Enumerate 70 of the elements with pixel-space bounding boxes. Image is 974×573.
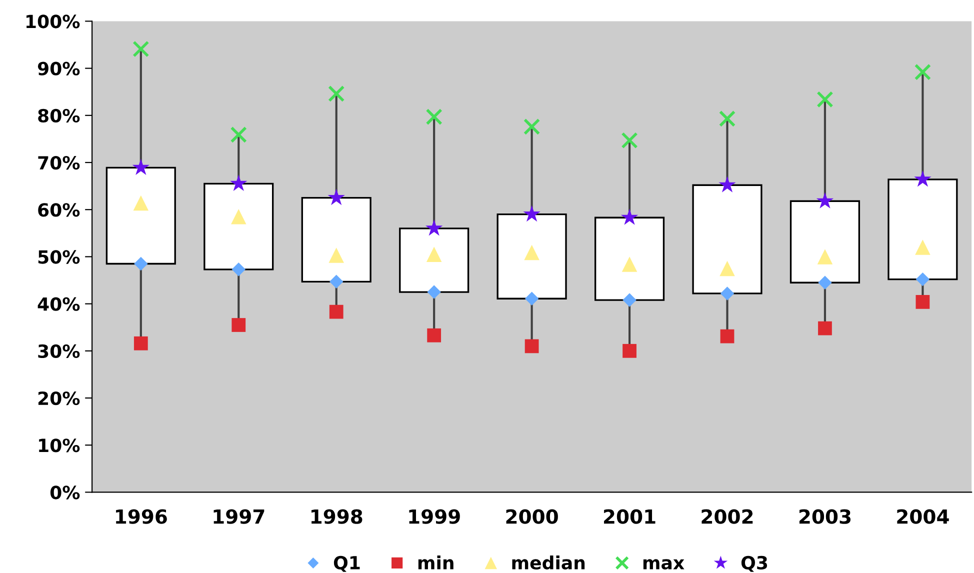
legend-label: Q3 — [741, 556, 768, 572]
point — [329, 304, 344, 319]
y-tick-label: 10% — [39, 438, 80, 452]
y-tick-label: 100% — [26, 14, 80, 28]
point — [328, 188, 345, 206]
legend-label: min — [418, 556, 454, 570]
point — [622, 344, 636, 358]
y-tick-label: 0% — [50, 486, 80, 500]
x-tick-label: 2003 — [799, 509, 850, 524]
point — [524, 339, 539, 354]
point — [427, 328, 442, 342]
y-tick-label: 50% — [38, 250, 80, 264]
point — [620, 208, 638, 225]
point — [916, 294, 930, 309]
point — [425, 219, 443, 236]
point — [817, 249, 833, 264]
point — [232, 262, 246, 276]
y-tick-label: 90% — [38, 62, 80, 76]
x-tick-label: 1996 — [116, 509, 167, 524]
y-tick-label: 20% — [38, 391, 80, 406]
point — [134, 336, 148, 350]
point — [916, 272, 930, 286]
point — [329, 274, 344, 289]
point — [230, 209, 246, 224]
point — [622, 293, 636, 307]
point — [524, 292, 539, 306]
point — [523, 205, 540, 222]
point — [622, 256, 638, 272]
point — [720, 260, 735, 276]
point — [621, 132, 638, 149]
x-tick-label: 2000 — [506, 509, 558, 524]
point — [720, 286, 734, 300]
point — [718, 110, 736, 128]
point — [426, 108, 442, 126]
point — [134, 256, 148, 271]
legend-label: max — [643, 559, 684, 570]
point — [915, 240, 930, 255]
x-tick-label: 2001 — [604, 509, 656, 524]
y-tick-label: 30% — [38, 344, 80, 358]
point — [132, 40, 150, 58]
x-tick-label: 2004 — [897, 509, 949, 524]
legend-label: median — [512, 556, 585, 570]
y-tick-label: 40% — [38, 297, 80, 311]
point — [720, 329, 734, 344]
point — [132, 158, 150, 175]
point — [914, 64, 932, 80]
point — [133, 195, 149, 211]
point — [524, 244, 540, 260]
point — [816, 91, 834, 108]
y-tick-label: 60% — [38, 203, 80, 217]
point — [328, 85, 345, 102]
point — [426, 246, 442, 262]
point — [818, 321, 832, 336]
legend-label: Q1 — [334, 556, 360, 572]
point — [523, 118, 540, 136]
point — [230, 126, 247, 144]
point — [232, 318, 246, 332]
point — [718, 176, 736, 192]
x-tick-label: 1998 — [311, 509, 362, 524]
point — [816, 192, 834, 208]
y-tick-label: 70% — [38, 156, 80, 170]
x-tick-label: 1997 — [214, 509, 264, 524]
x-tick-label: 2002 — [702, 509, 753, 524]
x-tick-label: 1999 — [409, 509, 460, 524]
y-tick-label: 80% — [38, 108, 80, 123]
point — [427, 285, 441, 299]
point — [230, 174, 248, 191]
point — [818, 276, 832, 290]
point — [914, 170, 932, 187]
point — [328, 248, 344, 263]
